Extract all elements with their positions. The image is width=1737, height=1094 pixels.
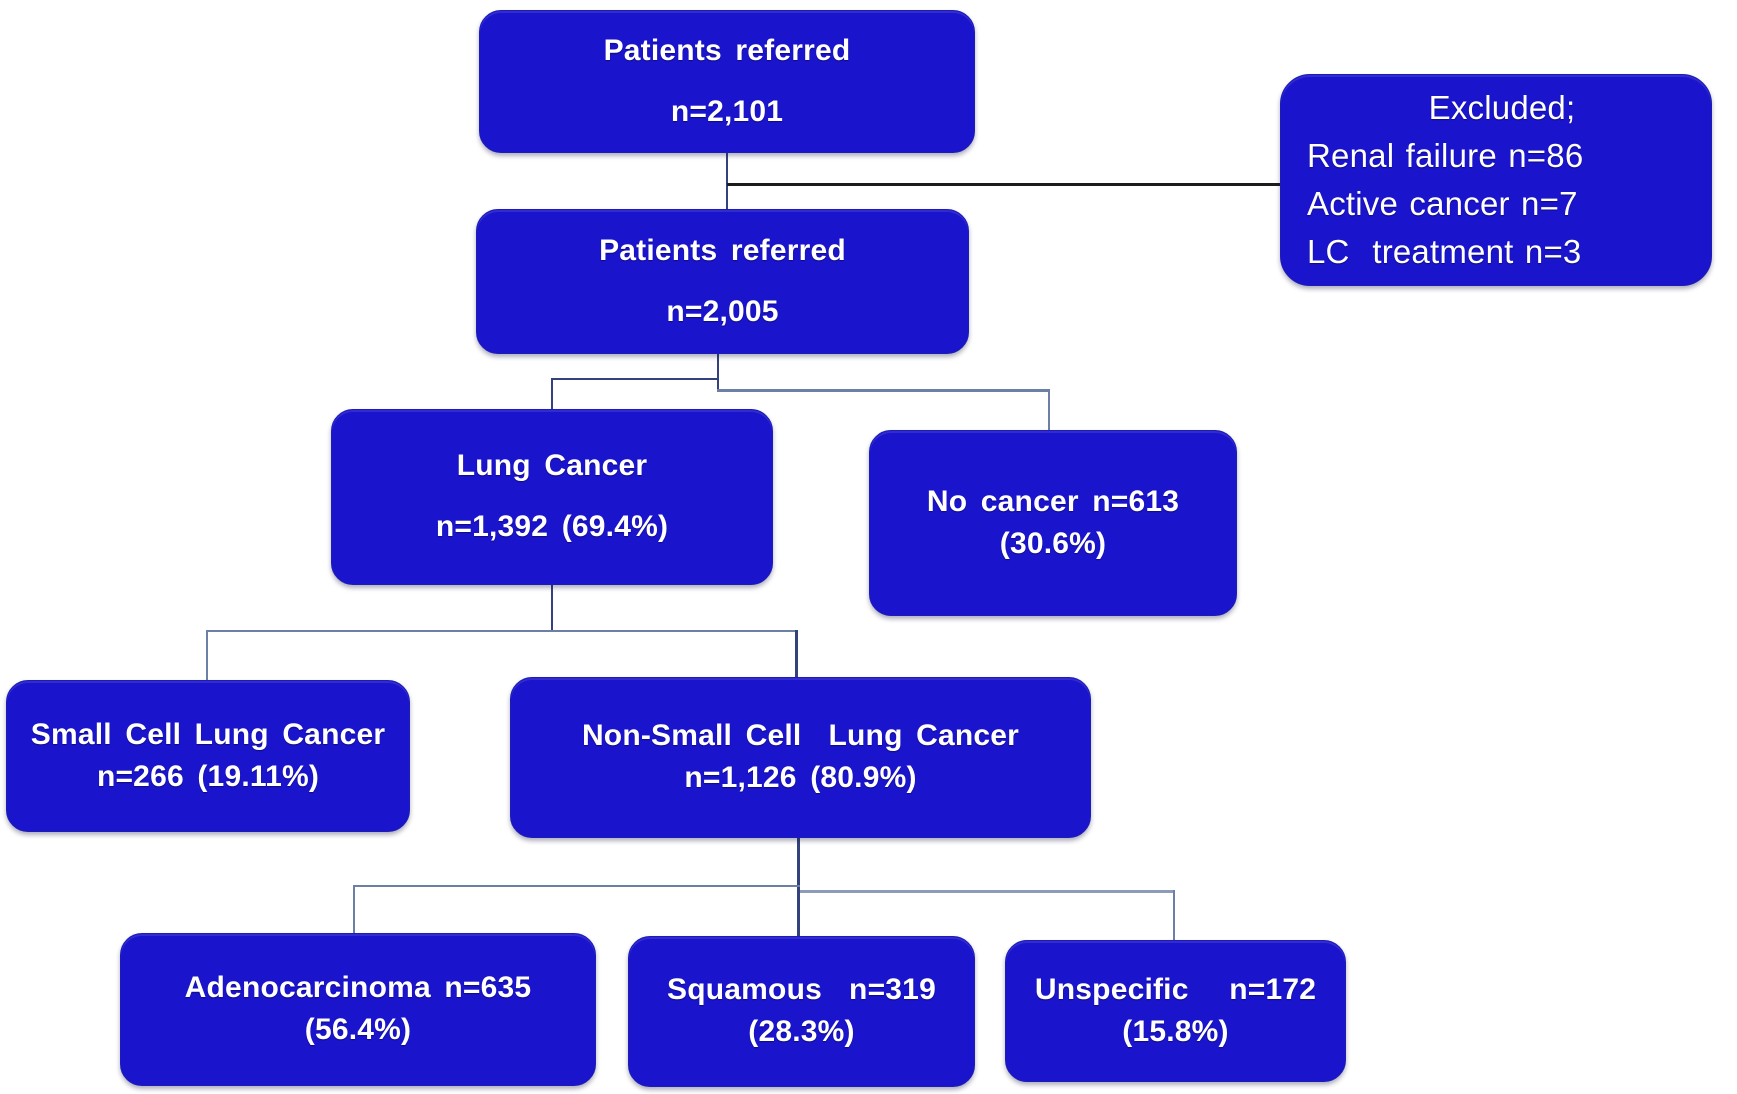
connector-branch-nocancer-v bbox=[1048, 389, 1050, 432]
node-percent: (15.8%) bbox=[1122, 1014, 1229, 1048]
node-unspecific: Unspecific n=172 (15.8%) bbox=[1005, 940, 1346, 1082]
connector-to-smallcell-v bbox=[206, 630, 208, 682]
excluded-reason-cancer: Active cancer n=7 bbox=[1307, 185, 1578, 222]
connector-lungcancer-stem bbox=[551, 585, 553, 632]
node-patients-referred-initial: Patients referred n=2,101 bbox=[479, 10, 975, 153]
node-label: Lung Cancer bbox=[456, 449, 648, 483]
connector-subtype-left-h bbox=[353, 885, 800, 887]
excluded-reason-lc-treatment: LC treatment n=3 bbox=[1307, 232, 1582, 270]
node-count: n=1,126 (80.9%) bbox=[684, 761, 917, 794]
node-count: n=2,005 bbox=[666, 294, 779, 328]
connector-to-nonsmallcell-v bbox=[795, 630, 798, 678]
connector-to-squamous-v bbox=[797, 890, 800, 938]
node-percent: (30.6%) bbox=[999, 526, 1107, 560]
node-label: Non-Small Cell Lung Cancer bbox=[581, 719, 1020, 753]
connector-subtype-right-h bbox=[798, 890, 1174, 893]
connector-referred1-to-referred2 bbox=[726, 152, 728, 210]
connector-nsclc-stem bbox=[797, 838, 800, 890]
connector-to-excluded bbox=[727, 183, 1280, 186]
node-lung-cancer: Lung Cancer n=1,392 (69.4%) bbox=[331, 409, 773, 585]
connector-branch-nocancer-h bbox=[717, 389, 1050, 392]
connector-branch-lungcancer-v bbox=[551, 378, 553, 411]
node-count: n=1,392 (69.4%) bbox=[435, 510, 669, 543]
node-label: Small Cell Lung Cancer bbox=[30, 717, 386, 751]
node-percent: (28.3%) bbox=[748, 1015, 855, 1048]
connector-referred2-stem bbox=[717, 353, 719, 391]
node-label: Patients referred bbox=[599, 233, 846, 267]
connector-to-adenocarcinoma-v bbox=[353, 885, 355, 935]
connector-histology-split-h bbox=[206, 630, 798, 632]
excluded-reason-renal: Renal failure n=86 bbox=[1307, 137, 1584, 175]
node-non-small-cell-lung-cancer: Non-Small Cell Lung Cancer n=1,126 (80.9… bbox=[510, 677, 1091, 838]
node-label: Patients referred bbox=[603, 33, 851, 67]
node-count: n=266 (19.11%) bbox=[96, 759, 320, 793]
node-squamous: Squamous n=319 (28.3%) bbox=[628, 936, 975, 1087]
node-excluded: Excluded; Renal failure n=86 Active canc… bbox=[1280, 74, 1712, 286]
node-no-cancer: No cancer n=613 (30.6%) bbox=[869, 430, 1237, 616]
node-label: Unspecific n=172 bbox=[1034, 972, 1317, 1006]
connector-to-unspecific-v bbox=[1173, 890, 1175, 942]
node-small-cell-lung-cancer: Small Cell Lung Cancer n=266 (19.11%) bbox=[6, 680, 410, 832]
connector-branch-lungcancer-h bbox=[551, 378, 719, 380]
node-adenocarcinoma: Adenocarcinoma n=635 (56.4%) bbox=[120, 933, 596, 1086]
node-patients-referred-included: Patients referred n=2,005 bbox=[476, 209, 969, 354]
node-label: Excluded; bbox=[1428, 89, 1576, 127]
node-percent: (56.4%) bbox=[304, 1013, 412, 1046]
node-label: Adenocarcinoma n=635 bbox=[184, 971, 532, 1005]
node-label: No cancer n=613 bbox=[926, 484, 1180, 518]
node-count: n=2,101 bbox=[670, 94, 784, 128]
node-label: Squamous n=319 bbox=[667, 973, 936, 1007]
